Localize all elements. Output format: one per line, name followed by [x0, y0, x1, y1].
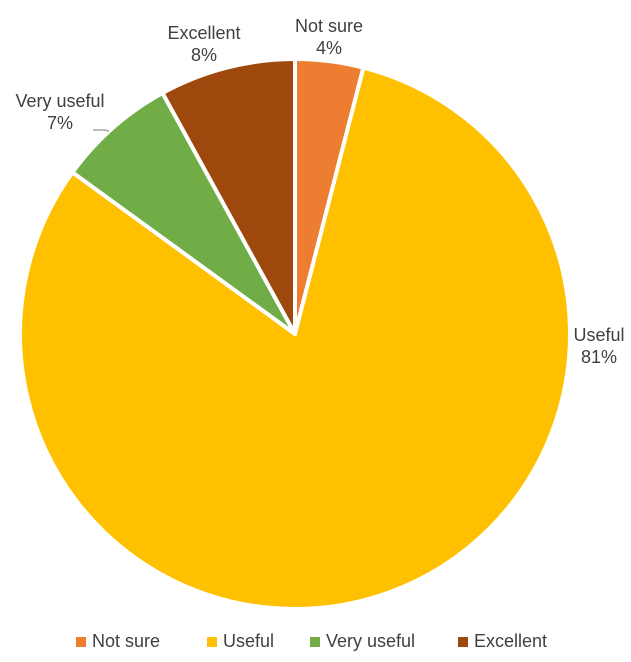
- data-label-very-useful: Very useful 7%: [15, 91, 104, 133]
- legend-swatch: [76, 637, 86, 647]
- data-label-percent: 8%: [191, 45, 217, 65]
- legend-swatch: [207, 637, 217, 647]
- legend-item-useful: Useful: [207, 631, 274, 651]
- legend-label: Not sure: [92, 631, 160, 651]
- legend-item-excellent: Excellent: [458, 631, 547, 651]
- data-label-not-sure: Not sure 4%: [295, 16, 363, 58]
- data-label-category: Not sure: [295, 16, 363, 36]
- data-label-category: Very useful: [15, 91, 104, 111]
- pie-slice-very-useful: [70, 91, 297, 336]
- legend-item-not-sure: Not sure: [76, 631, 160, 651]
- pie-slice-excellent: [160, 57, 297, 336]
- leader-line-very-useful: [93, 129, 110, 132]
- data-label-excellent: Excellent 8%: [167, 23, 240, 65]
- pie-slices: [18, 57, 572, 611]
- leader-lines: [93, 129, 110, 132]
- legend-swatch: [310, 637, 320, 647]
- legend-label: Very useful: [326, 631, 415, 651]
- legend: Not sure Useful Very useful Excellent: [76, 631, 547, 651]
- data-label-category: Excellent: [167, 23, 240, 43]
- legend-label: Useful: [223, 631, 274, 651]
- data-label-percent: 81%: [581, 347, 617, 367]
- legend-swatch: [458, 637, 468, 647]
- data-label-percent: 4%: [316, 38, 342, 58]
- data-labels: Not sure 4% Useful 81% Very useful 7% Excellen…: [15, 16, 624, 367]
- data-label-useful: Useful 81%: [573, 325, 624, 367]
- legend-label: Excellent: [474, 631, 547, 651]
- data-label-category: Useful: [573, 325, 624, 345]
- legend-item-very-useful: Very useful: [310, 631, 415, 651]
- data-label-percent: 7%: [47, 113, 73, 133]
- pie-slice-useful: [18, 65, 572, 611]
